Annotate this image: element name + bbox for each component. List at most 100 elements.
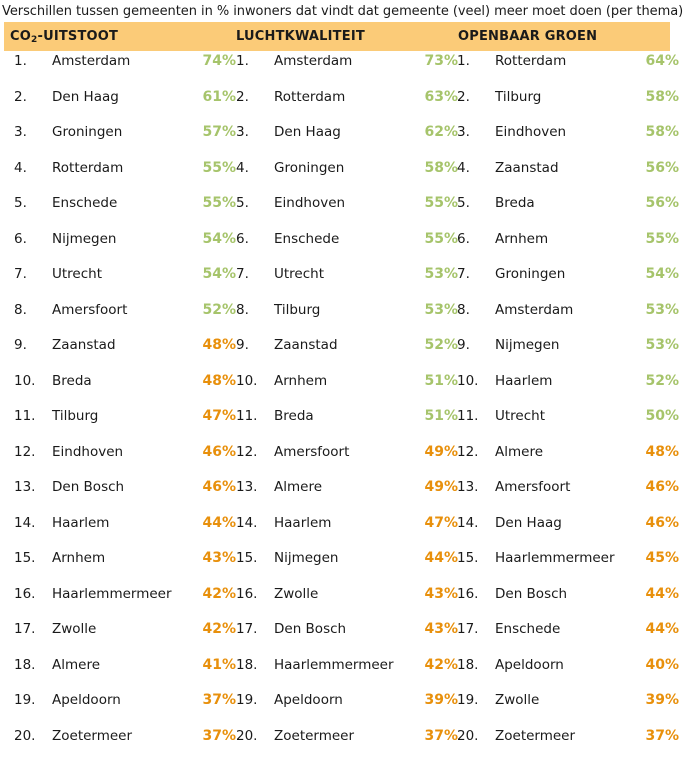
municipality-name: Zwolle: [52, 621, 96, 637]
municipality-name: Almere: [495, 444, 543, 460]
percentage-value: 44%: [645, 586, 679, 602]
rank-number: 11.: [14, 408, 35, 424]
percentage-value: 40%: [645, 657, 679, 673]
percentage-value: 43%: [202, 550, 236, 566]
table-row: 7. Groningen 54%: [457, 266, 679, 302]
percentage-value: 47%: [424, 515, 458, 531]
municipality-name: Tilburg: [52, 408, 98, 424]
municipality-name: Rotterdam: [52, 160, 123, 176]
municipality-name: Den Bosch: [495, 586, 567, 602]
municipality-name: Apeldoorn: [274, 692, 343, 708]
municipality-name: Zaanstad: [52, 337, 116, 353]
municipality-name: Almere: [52, 657, 100, 673]
percentage-value: 55%: [202, 160, 236, 176]
percentage-value: 49%: [424, 479, 458, 495]
rank-number: 2.: [236, 89, 249, 105]
municipality-name: Groningen: [495, 266, 565, 282]
percentage-value: 58%: [645, 89, 679, 105]
municipality-name: Amsterdam: [495, 302, 573, 318]
rank-number: 18.: [14, 657, 35, 673]
percentage-value: 61%: [202, 89, 236, 105]
rank-number: 17.: [457, 621, 478, 637]
municipality-name: Utrecht: [52, 266, 102, 282]
percentage-value: 55%: [424, 231, 458, 247]
percentage-value: 53%: [645, 302, 679, 318]
rank-number: 18.: [457, 657, 478, 673]
percentage-value: 42%: [202, 621, 236, 637]
percentage-value: 55%: [645, 231, 679, 247]
percentage-value: 53%: [645, 337, 679, 353]
municipality-name: Zoetermeer: [52, 728, 132, 744]
municipality-name: Zwolle: [274, 586, 318, 602]
percentage-value: 63%: [424, 89, 458, 105]
rank-number: 8.: [14, 302, 27, 318]
municipality-name: Den Haag: [52, 89, 119, 105]
rank-number: 13.: [236, 479, 257, 495]
percentage-value: 37%: [424, 728, 458, 744]
municipality-name: Zoetermeer: [274, 728, 354, 744]
rank-number: 16.: [457, 586, 478, 602]
rank-number: 6.: [457, 231, 470, 247]
percentage-value: 62%: [424, 124, 458, 140]
municipality-name: Apeldoorn: [495, 657, 564, 673]
table-row: 16. Den Bosch 44%: [457, 586, 679, 622]
percentage-value: 54%: [645, 266, 679, 282]
rank-number: 16.: [236, 586, 257, 602]
percentage-value: 52%: [202, 302, 236, 318]
percentage-value: 37%: [202, 728, 236, 744]
municipality-name: Rotterdam: [274, 89, 345, 105]
table-row: 18. Apeldoorn 40%: [457, 657, 679, 693]
rank-number: 19.: [236, 692, 257, 708]
municipality-name: Haarlem: [495, 373, 552, 389]
rank-number: 18.: [236, 657, 257, 673]
percentage-value: 41%: [202, 657, 236, 673]
municipality-name: Groningen: [52, 124, 122, 140]
rank-number: 5.: [457, 195, 470, 211]
percentage-value: 42%: [202, 586, 236, 602]
percentage-value: 46%: [202, 444, 236, 460]
rank-number: 7.: [457, 266, 470, 282]
percentage-value: 42%: [424, 657, 458, 673]
rank-number: 9.: [14, 337, 27, 353]
municipality-name: Enschede: [495, 621, 560, 637]
municipality-name: Haarlemmermeer: [52, 586, 172, 602]
column-header-co2: CO2-UITSTOOT: [10, 22, 118, 51]
percentage-value: 55%: [202, 195, 236, 211]
rank-number: 14.: [457, 515, 478, 531]
rank-number: 1.: [457, 53, 470, 69]
rank-number: 1.: [236, 53, 249, 69]
percentage-value: 57%: [202, 124, 236, 140]
rank-number: 7.: [14, 266, 27, 282]
percentage-value: 43%: [424, 621, 458, 637]
rank-number: 20.: [14, 728, 35, 744]
municipality-name: Eindhoven: [274, 195, 345, 211]
municipality-name: Haarlemmermeer: [495, 550, 615, 566]
municipality-name: Breda: [495, 195, 535, 211]
percentage-value: 73%: [424, 53, 458, 69]
municipality-name: Tilburg: [274, 302, 320, 318]
table-row: 2. Rotterdam 63%: [236, 89, 458, 125]
municipality-name: Haarlem: [274, 515, 331, 531]
